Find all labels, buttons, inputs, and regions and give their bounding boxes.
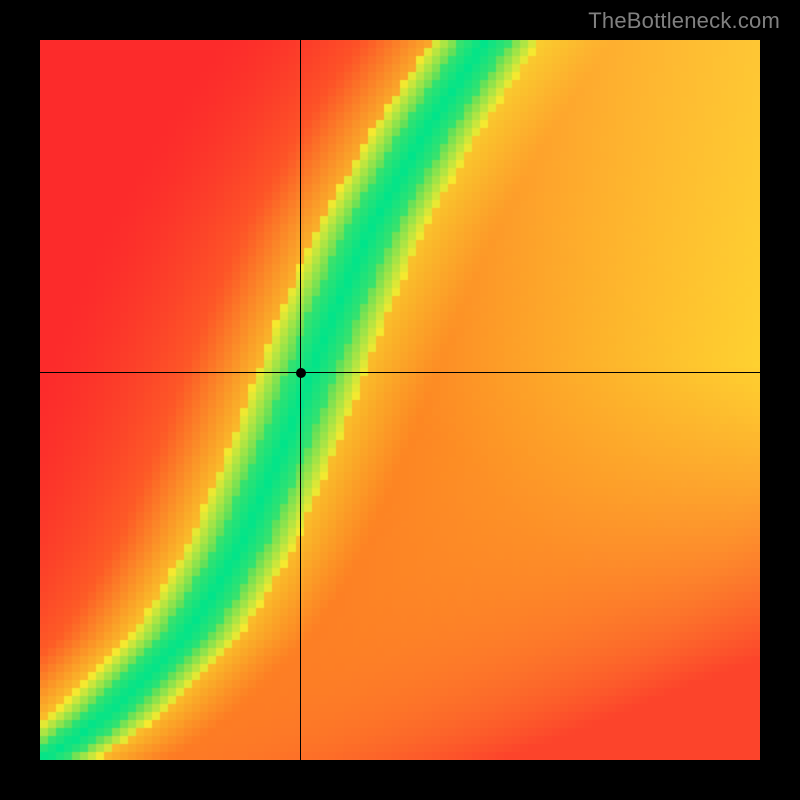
- heatmap-canvas: [40, 40, 760, 760]
- crosshair-marker: [296, 368, 306, 378]
- crosshair-horizontal: [40, 372, 760, 373]
- heatmap-plot: [40, 40, 760, 760]
- watermark-text: TheBottleneck.com: [588, 8, 780, 34]
- crosshair-vertical: [300, 40, 301, 760]
